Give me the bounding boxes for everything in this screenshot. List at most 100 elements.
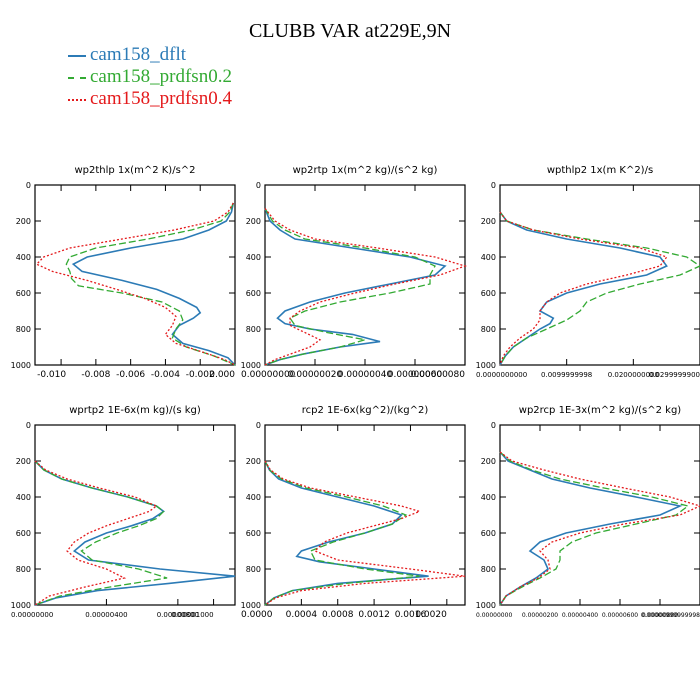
y-tick-label: 400 [481,493,496,502]
y-tick-label: 0 [26,181,31,190]
x-tick-label: 0.00000800 [642,612,678,619]
y-tick-label: 1000 [11,361,31,370]
series-line-cam158_dflt [264,208,447,366]
series-line-cam158_prdfsn0.2 [65,202,236,366]
y-tick-label: 1000 [476,361,496,370]
series-line-cam158_prdfsn0.4 [264,207,468,366]
x-tick-label: -0.010 [37,370,66,380]
legend-item-dflt: cam158_dflt [68,44,232,66]
y-tick-label: 0 [256,421,261,430]
series-line-cam158_dflt [264,460,429,606]
panel-title: wp2thlp 1x(m^2 K)/s^2 [74,165,195,176]
panel-title: wp2rcp 1E-3x(m^2 kg)/(s^2 kg) [519,405,682,416]
series-line-cam158_dflt [499,451,683,606]
y-tick-label: 400 [16,253,31,262]
legend-label-dflt: cam158_dflt [90,44,187,65]
y-tick-label: 800 [246,325,261,334]
panel-title: wprtp2 1E-6x(m kg)/(s kg) [69,405,201,416]
x-tick-label: 0.00000020 [288,370,343,380]
panel-2: wp2rtp 1x(m^2 kg)/(s^2 kg) 0 200 400 600 800 1… [241,165,468,380]
y-tick-label: 1000 [11,601,31,610]
x-tick-label: 0.00000800 [157,611,199,619]
x-tick-label: 0.00000999999998 [641,612,700,619]
panel-title: wpthlp2 1x(m K^2)/s [547,165,653,176]
legend-swatch-dflt [68,55,86,57]
y-tick-label: 800 [246,565,261,574]
legend-swatch-prdfsn0.2 [68,77,86,79]
y-tick-label: 600 [16,529,31,538]
series-line-cam158_prdfsn0.4 [499,451,700,606]
y-tick-label: 200 [16,217,31,226]
panel-frame [264,424,466,606]
panel-1: wp2thlp 1x(m^2 K)/s^2 0 200 400 600 800 1000 -0… [11,165,236,380]
x-tick-label: 0.0000 [241,610,273,620]
x-tick-label: 0.00000080 [411,370,466,380]
x-tick-label: -0.006 [116,370,145,380]
series-line-cam158_prdfsn0.4 [34,460,158,606]
y-tick-label: 0 [26,421,31,430]
y-tick-label: 400 [246,253,261,262]
y-tick-label: 400 [246,493,261,502]
y-tick-label: 0 [256,181,261,190]
series-line-cam158_dflt [71,202,236,366]
legend-label-prdfsn0.2: cam158_prdfsn0.2 [90,66,232,87]
y-tick-label: 600 [481,289,496,298]
x-tick-label: -0.002 [186,370,215,380]
series-line-cam158_prdfsn0.2 [499,211,700,366]
series-line-cam158_dflt [499,211,668,366]
y-tick-label: 800 [16,325,31,334]
y-tick-label: 1000 [241,361,261,370]
x-tick-label: 0.0299999900 [649,371,700,379]
x-tick-label: 0.00000400 [85,611,127,619]
y-tick-label: 600 [16,289,31,298]
y-tick-label: 800 [481,565,496,574]
x-tick-label: 0.0099999998 [541,371,592,379]
series-line-cam158_prdfsn0.2 [34,460,168,606]
x-tick-label: 0.00000600 [602,612,638,619]
x-tick-label: 0.00000400 [562,612,598,619]
y-tick-label: 200 [246,217,261,226]
panel-3: wpthlp2 1x(m K^2)/s020040060080010000.00… [476,165,700,379]
x-tick-label: 0.0016 [395,610,427,620]
legend-swatch-prdfsn0.4 [68,99,86,101]
y-tick-label: 600 [481,529,496,538]
panel-title: rcp2 1E-6x(kg^2)/(kg^2) [302,405,429,416]
y-tick-label: 600 [246,289,261,298]
y-tick-label: 400 [481,253,496,262]
x-tick-label: -0.004 [151,370,180,380]
y-tick-label: 0 [491,421,496,430]
panel-4: wprtp2 1E-6x(m kg)/(s kg) 0 200 400 600 800 10… [11,405,236,619]
y-tick-label: 200 [246,457,261,466]
panel-6: wp2rcp 1E-3x(m^2 kg)/(s^2 kg) 0 200 400 600 8… [476,405,700,619]
y-tick-label: 200 [481,457,496,466]
y-tick-label: 400 [16,493,31,502]
series-line-cam158_prdfsn0.2 [264,208,436,366]
panel-title: wp2rtp 1x(m^2 kg)/(s^2 kg) [293,165,438,176]
x-tick-label: 0.00000000 [11,611,53,619]
x-tick-label: 0.0000000000 [476,371,527,379]
y-tick-label: 1000 [241,601,261,610]
x-tick-label: 0.00001000 [171,611,213,619]
y-tick-label: 800 [16,565,31,574]
x-tick-label: 0.00000000 [241,370,296,380]
y-tick-label: 800 [481,325,496,334]
x-tick-label: 0.0008 [322,610,354,620]
y-tick-label: 1000 [476,601,496,610]
x-tick-label: 0.00000000 [476,612,512,619]
panel-frame [34,424,236,606]
legend-label-prdfsn0.4: cam158_prdfsn0.4 [90,88,232,109]
x-tick-label: 0.0020 [415,610,447,620]
x-tick-label: 0.000 [209,370,235,380]
x-tick-label: 0.0200000000 [608,371,659,379]
x-tick-label: 0.00000060 [388,370,443,380]
y-tick-label: 200 [481,217,496,226]
x-tick-label: 0.00000040 [338,370,393,380]
series-line-cam158_prdfsn0.4 [264,460,466,606]
x-tick-label: -0.008 [81,370,110,380]
legend-item-prdfsn0.4: cam158_prdfsn0.4 [68,88,232,110]
series-line-cam158_prdfsn0.2 [499,451,690,606]
x-tick-label: 0.0012 [358,610,390,620]
series-line-cam158_prdfsn0.4 [499,211,668,366]
figure-title: CLUBB VAR at229E,9N [248,20,452,42]
x-tick-label: 0.0004 [286,610,318,620]
